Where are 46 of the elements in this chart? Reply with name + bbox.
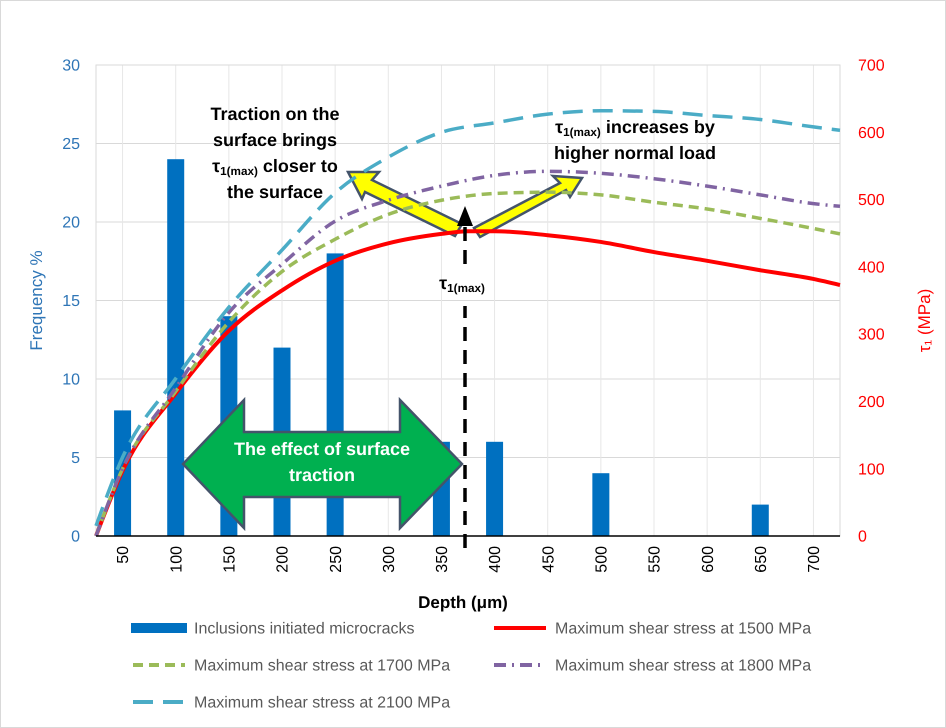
annotation: τ$_{1(max)}$ increases by higher normal load bbox=[554, 117, 716, 163]
bar bbox=[486, 442, 504, 536]
y2-tick-label: 200 bbox=[858, 394, 885, 412]
y2-tick-label: 700 bbox=[858, 58, 885, 75]
x-tick-label: 450 bbox=[540, 546, 558, 573]
legend-label: Maximum shear stress at 1700 MPa bbox=[194, 658, 450, 675]
x-tick-label: 250 bbox=[328, 546, 345, 573]
y2-axis-title: τ₁ (MPa) bbox=[915, 288, 934, 352]
y-tick-label: 5 bbox=[71, 450, 80, 468]
bar bbox=[592, 473, 610, 536]
x-tick-label: 650 bbox=[752, 546, 770, 573]
y2-tick-label: 0 bbox=[858, 528, 867, 546]
y2-tick-label: 100 bbox=[858, 461, 885, 478]
x-tick-label: 100 bbox=[168, 546, 186, 573]
x-tick-label: 300 bbox=[380, 546, 398, 573]
y2-tick-label: 500 bbox=[858, 192, 885, 210]
legend-label: Inclusions initiated microcracks bbox=[194, 620, 415, 638]
bar bbox=[167, 159, 184, 536]
legend-label: Maximum shear stress at 1800 MPa bbox=[555, 658, 812, 675]
x-tick-label: 150 bbox=[221, 546, 238, 573]
y-tick-label: 10 bbox=[62, 372, 80, 389]
x-tick-label: 500 bbox=[593, 546, 610, 573]
y2-tick-label: 400 bbox=[858, 259, 885, 276]
legend-label: Maximum shear stress at 1500 MPa bbox=[555, 620, 812, 638]
y2-tick-label: 600 bbox=[858, 124, 885, 142]
bar bbox=[752, 504, 769, 536]
x-tick-label: 700 bbox=[806, 546, 824, 573]
y-tick-label: 0 bbox=[71, 528, 80, 546]
x-axis-title: Depth (μm) bbox=[418, 593, 508, 612]
annotation: Traction on the surface brings τ$_{1(max)}$ closer to the surface bbox=[210, 104, 340, 202]
line-series bbox=[94, 109, 842, 528]
annotation: τ$_{1(max)}$ bbox=[439, 273, 485, 295]
y-axis-title: Frequency % bbox=[27, 250, 46, 351]
x-tick-label: 50 bbox=[115, 546, 132, 564]
legend-label: Maximum shear stress at 2100 MPa bbox=[194, 694, 450, 712]
x-tick-label: 200 bbox=[274, 546, 292, 573]
x-tick-label: 550 bbox=[646, 546, 664, 573]
annotation: The effect of surface traction bbox=[234, 439, 410, 485]
y-tick-label: 30 bbox=[62, 58, 80, 75]
y-tick-label: 20 bbox=[62, 214, 80, 232]
x-tick-label: 350 bbox=[434, 546, 452, 573]
x-tick-label: 600 bbox=[700, 546, 717, 573]
y2-tick-label: 300 bbox=[858, 326, 885, 344]
y-tick-label: 15 bbox=[62, 293, 80, 310]
y-tick-label: 25 bbox=[62, 136, 80, 154]
x-tick-label: 400 bbox=[487, 546, 504, 573]
